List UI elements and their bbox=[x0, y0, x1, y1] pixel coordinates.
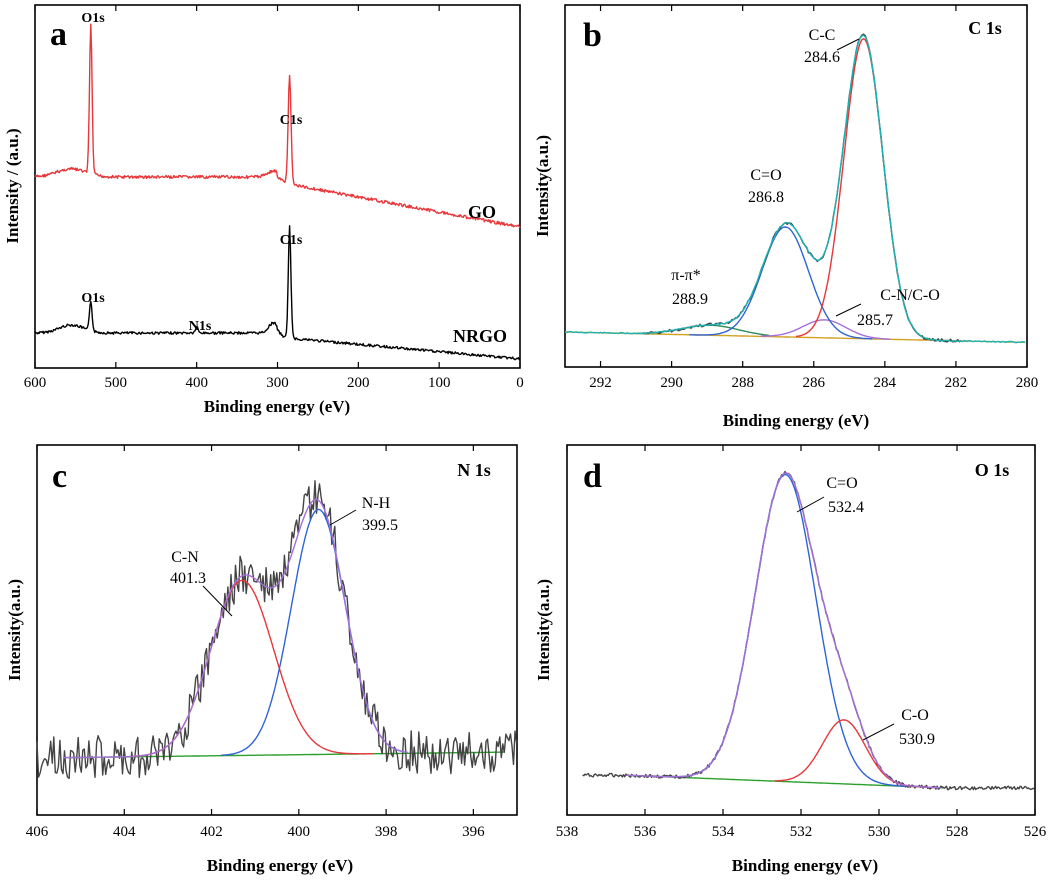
n1s-nh-pointer bbox=[329, 509, 357, 526]
panel-d-xtick: 532 bbox=[790, 824, 813, 840]
n1s-cn-value: 401.3 bbox=[170, 570, 206, 587]
panel-a-xticks bbox=[34, 5, 521, 368]
panel-c-xtick: 400 bbox=[288, 824, 311, 840]
o1s-c-o-double-component bbox=[661, 473, 906, 787]
c1s-cn-value: 285.7 bbox=[857, 312, 893, 329]
panel-c-xtick: 398 bbox=[375, 824, 398, 840]
panel-a-xtick: 200 bbox=[347, 375, 370, 391]
panel-c-xtick: 402 bbox=[200, 824, 223, 840]
n1s-cn-name: C-N bbox=[171, 549, 199, 566]
c1s-cc-pointer bbox=[836, 38, 860, 51]
panel-a-frame bbox=[34, 4, 521, 369]
c1s-fit-envelope bbox=[564, 34, 1026, 344]
panel-c-frame bbox=[36, 444, 518, 816]
panel-c-xtick: 406 bbox=[26, 824, 49, 840]
panel-b-xtick: 282 bbox=[945, 375, 968, 391]
panel-a-xtick: 0 bbox=[516, 375, 524, 391]
panel-a-xtick: 400 bbox=[185, 375, 208, 391]
c1s-co-value: 286.8 bbox=[748, 189, 784, 206]
nrgo-o1s-peak-label: O1s bbox=[81, 291, 105, 306]
panel-d-title: O 1s bbox=[975, 460, 1010, 480]
panel-a-xtick: 600 bbox=[24, 375, 47, 391]
panel-d-xtick: 530 bbox=[868, 824, 891, 840]
n1s-fit-envelope bbox=[63, 498, 408, 759]
n1s-nh-value: 399.5 bbox=[362, 517, 398, 534]
panel-d-xtick: 538 bbox=[556, 824, 579, 840]
panel-b-xtick: 280 bbox=[1016, 375, 1039, 391]
panel-d-xtick: 528 bbox=[946, 824, 969, 840]
panel-c-title: N 1s bbox=[457, 460, 491, 480]
c1s-cn-co-component bbox=[760, 319, 891, 340]
o1s-co-name: C=O bbox=[826, 475, 857, 492]
panel-b-title: C 1s bbox=[968, 18, 1002, 38]
panel-b-xlabel: Binding energy (eV) bbox=[723, 411, 869, 430]
nrgo-survey-line bbox=[34, 225, 521, 361]
c1s-cn-pointer bbox=[835, 303, 862, 317]
panel-b: b C 1s 292 290 288 286 284 282 280 Bindi… bbox=[533, 4, 1039, 430]
c1s-co-name: C=O bbox=[750, 167, 781, 184]
n1s-nh-name: N-H bbox=[362, 495, 391, 512]
o1s-cos-name: C-O bbox=[901, 707, 929, 724]
panel-d-label: d bbox=[583, 458, 602, 495]
o1s-cos-pointer bbox=[862, 723, 895, 741]
n1s-raw-spectrum bbox=[36, 480, 518, 780]
panel-d-xtick: 536 bbox=[634, 824, 657, 840]
panel-a-xtick: 100 bbox=[428, 375, 451, 391]
panel-d-xtick: 526 bbox=[1024, 824, 1047, 840]
panel-c-label: c bbox=[52, 458, 67, 495]
panel-c-xlabel: Binding energy (eV) bbox=[207, 856, 353, 875]
panel-a-ylabel: Intensity / (a.u.) bbox=[3, 128, 22, 243]
panel-b-xtick: 290 bbox=[660, 375, 683, 391]
c1s-cc-value: 284.6 bbox=[804, 49, 840, 66]
o1s-raw-spectrum bbox=[582, 470, 1035, 791]
c1s-cn-name: C-N/C-O bbox=[880, 287, 940, 304]
panel-d-xticks bbox=[566, 445, 1036, 815]
panel-a-xtick: 300 bbox=[266, 375, 289, 391]
panel-b-xtick: 286 bbox=[803, 375, 826, 391]
panel-b-frame bbox=[564, 4, 1028, 368]
c1s-pipi-name: π-π* bbox=[671, 267, 700, 284]
panel-a-label: a bbox=[50, 16, 67, 53]
panel-b-ylabel: Intensity(a.u.) bbox=[533, 135, 552, 237]
o1s-co-value: 532.4 bbox=[828, 499, 864, 516]
n1s-cn-component bbox=[133, 579, 373, 757]
panel-b-xticks bbox=[599, 5, 1028, 367]
go-o1s-peak-label: O1s bbox=[81, 11, 105, 26]
panel-b-xtick: 292 bbox=[589, 375, 612, 391]
panel-c-xticks bbox=[36, 445, 474, 815]
go-series-label: GO bbox=[468, 202, 496, 222]
panel-c-xtick: 396 bbox=[462, 824, 485, 840]
panel-d-xlabel: Binding energy (eV) bbox=[732, 856, 878, 875]
nrgo-c1s-peak-label: C1s bbox=[280, 233, 303, 248]
o1s-fit-envelope bbox=[625, 472, 941, 789]
c1s-pipi-value: 288.9 bbox=[672, 291, 708, 308]
go-c1s-peak-label: C1s bbox=[280, 113, 303, 128]
panel-d-ylabel: Intensity(a.u.) bbox=[534, 579, 553, 681]
o1s-cos-value: 530.9 bbox=[899, 731, 935, 748]
panel-d-xtick: 534 bbox=[712, 824, 735, 840]
panel-c: c N 1s 406 404 402 400 398 396 Binding e… bbox=[5, 444, 518, 875]
c1s-cc-name: C-C bbox=[809, 27, 836, 44]
c1s-c-o-double-component bbox=[689, 226, 873, 340]
panel-d: d O 1s 538 536 534 532 530 528 526 Bindi… bbox=[534, 444, 1047, 875]
panel-a-xlabel: Binding energy (eV) bbox=[204, 397, 350, 416]
n1s-cn-pointer bbox=[202, 585, 233, 617]
panel-a-xtick: 500 bbox=[105, 375, 128, 391]
panel-b-xtick: 288 bbox=[731, 375, 754, 391]
panel-c-xtick: 404 bbox=[113, 824, 136, 840]
nrgo-series-label: NRGO bbox=[453, 326, 507, 346]
o1s-co-pointer bbox=[796, 496, 825, 513]
nrgo-n1s-peak-label: N1s bbox=[189, 319, 212, 334]
panel-c-ylabel: Intensity(a.u.) bbox=[5, 579, 24, 681]
panel-b-xtick: 284 bbox=[874, 375, 897, 391]
go-survey-line bbox=[34, 23, 521, 229]
panel-d-frame bbox=[566, 444, 1036, 816]
panel-b-label: b bbox=[583, 17, 602, 54]
panel-a: a 600 500 400 300 200 100 0 Binding ener… bbox=[3, 4, 524, 416]
